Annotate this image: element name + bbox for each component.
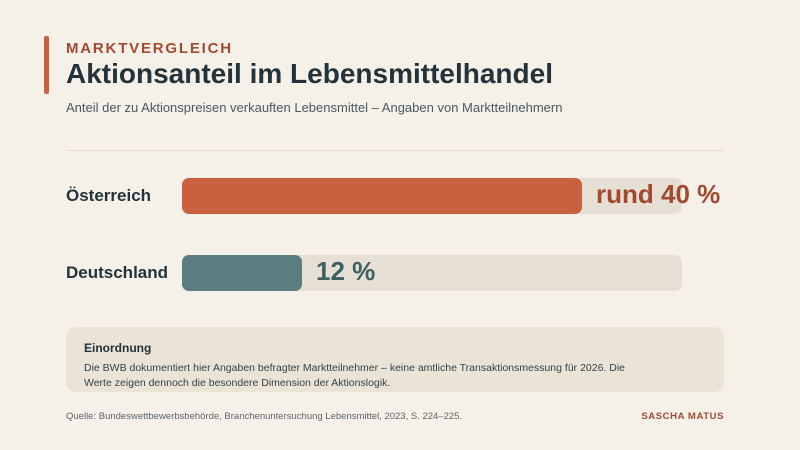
chart-title: Aktionsanteil im Lebensmittelhandel: [66, 58, 553, 89]
value-label-deutschland: 12 %: [316, 256, 376, 286]
note-text: Die BWB dokumentiert hier Angaben befrag…: [84, 362, 626, 389]
note-box: Einordnung Die BWB dokumentiert hier Ang…: [66, 327, 724, 392]
source-text: Quelle: Bundeswettbewerbsbehörde, Branch…: [66, 411, 463, 422]
category-label-deutschland: Deutschland: [66, 263, 169, 282]
category-label-sterreich: Österreich: [66, 186, 152, 205]
chart-subtitle: Anteil der zu Aktionspreisen verkauften …: [66, 100, 563, 115]
value-label-sterreich: rund 40 %: [596, 179, 721, 209]
bar-sterreich: [182, 178, 582, 214]
divider: [66, 150, 724, 151]
kicker-label: MARKTVERGLEICH: [66, 40, 233, 57]
accent-line: [44, 36, 49, 94]
author-label: SASCHA MATUS: [641, 411, 724, 422]
bar-deutschland: [182, 255, 302, 291]
note-title: Einordnung: [84, 341, 152, 355]
